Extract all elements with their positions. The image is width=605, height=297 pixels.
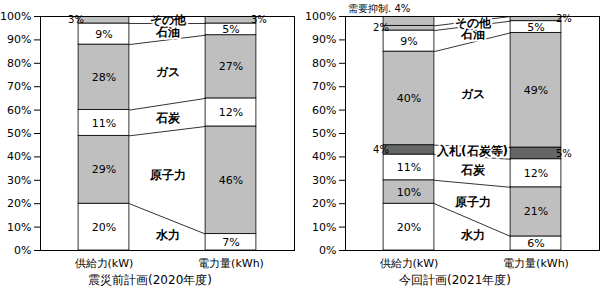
svg-text:30%: 30% <box>7 174 31 187</box>
svg-text:90%: 90% <box>312 33 336 46</box>
svg-text:20%: 20% <box>7 197 31 210</box>
svg-text:90%: 90% <box>7 33 31 46</box>
svg-text:石油: 石油 <box>155 24 180 39</box>
svg-text:80%: 80% <box>7 57 31 70</box>
svg-text:6%: 6% <box>527 237 544 250</box>
svg-text:石炭: 石炭 <box>155 111 181 125</box>
svg-text:入札(石炭等): 入札(石炭等) <box>436 144 508 158</box>
svg-text:60%: 60% <box>7 104 31 117</box>
svg-text:28%: 28% <box>92 71 116 84</box>
svg-text:50%: 50% <box>7 127 31 140</box>
svg-text:供給力(kW): 供給力(kW) <box>75 257 134 270</box>
svg-text:その他: その他 <box>455 16 492 30</box>
svg-text:10%: 10% <box>7 221 31 234</box>
svg-text:100%: 100% <box>305 10 336 23</box>
svg-text:原子力: 原子力 <box>454 195 491 209</box>
svg-text:20%: 20% <box>92 221 116 234</box>
svg-text:ガス: ガス <box>156 65 180 79</box>
svg-text:4%: 4% <box>373 144 389 155</box>
svg-text:3%: 3% <box>68 14 84 25</box>
svg-text:20%: 20% <box>397 221 421 234</box>
svg-text:2%: 2% <box>373 22 389 33</box>
svg-text:20%: 20% <box>312 197 336 210</box>
svg-text:12%: 12% <box>524 167 548 180</box>
svg-text:30%: 30% <box>312 174 336 187</box>
svg-text:3%: 3% <box>251 14 267 25</box>
svg-text:70%: 70% <box>312 80 336 93</box>
svg-text:0%: 0% <box>14 244 31 257</box>
html-text:震災前計画(2020年度): 震災前計画(2020年度) <box>88 273 212 287</box>
svg-text:原子力: 原子力 <box>149 168 186 182</box>
svg-text:40%: 40% <box>7 150 31 163</box>
svg-text:電力量(kWh): 電力量(kWh) <box>198 257 264 270</box>
svg-text:9%: 9% <box>95 28 112 41</box>
svg-text:水力: 水力 <box>460 228 485 242</box>
svg-text:供給力(kW): 供給力(kW) <box>380 257 439 270</box>
html-text:今回計画(2021年度): 今回計画(2021年度) <box>399 273 511 287</box>
svg-text:9%: 9% <box>400 35 417 48</box>
svg-text:80%: 80% <box>312 57 336 70</box>
svg-text:40%: 40% <box>397 92 421 105</box>
svg-text:12%: 12% <box>219 106 243 119</box>
svg-text:11%: 11% <box>92 116 116 129</box>
svg-text:石油: 石油 <box>460 26 485 41</box>
svg-text:11%: 11% <box>397 161 421 174</box>
svg-text:21%: 21% <box>524 205 548 218</box>
svg-text:その他: その他 <box>150 13 187 27</box>
svg-text:40%: 40% <box>312 150 336 163</box>
svg-text:2%: 2% <box>556 13 572 24</box>
svg-text:50%: 50% <box>312 127 336 140</box>
svg-text:70%: 70% <box>7 80 31 93</box>
svg-text:石炭: 石炭 <box>460 163 486 177</box>
svg-text:0%: 0% <box>319 244 336 257</box>
svg-text:46%: 46% <box>219 174 243 187</box>
svg-text:5%: 5% <box>222 23 239 36</box>
svg-text:49%: 49% <box>524 84 548 97</box>
svg-text:需要抑制. 4%: 需要抑制. 4% <box>348 3 410 14</box>
svg-text:10%: 10% <box>397 186 421 199</box>
svg-text:100%: 100% <box>0 10 31 23</box>
svg-text:電力量(kWh): 電力量(kWh) <box>503 257 569 270</box>
svg-text:水力: 水力 <box>155 228 180 242</box>
svg-text:5%: 5% <box>527 21 544 34</box>
svg-text:5%: 5% <box>556 148 572 159</box>
svg-text:60%: 60% <box>312 104 336 117</box>
svg-text:ガス: ガス <box>461 87 485 101</box>
svg-text:7%: 7% <box>222 236 239 249</box>
svg-text:10%: 10% <box>312 221 336 234</box>
svg-text:27%: 27% <box>219 60 243 73</box>
svg-text:29%: 29% <box>92 163 116 176</box>
